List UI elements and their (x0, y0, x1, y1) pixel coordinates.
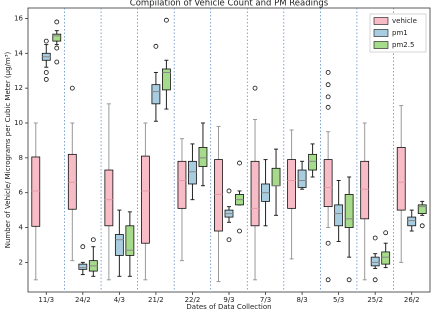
box (151, 84, 161, 105)
x-tick-label: 4/3 (114, 296, 125, 304)
chart-title: Compilation of Vehicle Count and PM Read… (130, 0, 329, 9)
x-tick-label: 9/3 (223, 296, 234, 304)
legend-label: pm2.5 (392, 41, 414, 49)
flier (237, 160, 242, 166)
box (297, 169, 307, 188)
box (162, 68, 171, 91)
x-tick-label: 21/2 (148, 296, 164, 304)
box (407, 216, 417, 227)
flier (69, 85, 75, 91)
x-tick-label: 24/2 (75, 296, 91, 304)
box (188, 160, 197, 185)
flier (419, 223, 425, 229)
flier (226, 237, 232, 243)
flier (346, 277, 352, 283)
flier (80, 244, 86, 250)
flier (43, 77, 49, 82)
flier (54, 19, 60, 25)
box (177, 160, 187, 209)
y-tick-label: 16 (14, 14, 23, 22)
flier (325, 82, 331, 88)
flier (43, 38, 49, 44)
x-tick-label: 26/2 (404, 296, 420, 304)
box (417, 204, 427, 214)
flier (54, 45, 60, 51)
y-axis-label: Number of Vehicle/ Micrograms per Cubic … (4, 51, 12, 248)
box (308, 153, 317, 171)
box (78, 263, 88, 270)
box (52, 33, 62, 42)
legend-swatch (373, 41, 389, 49)
box (334, 204, 344, 227)
box (125, 225, 135, 256)
flier (325, 94, 331, 100)
flier (383, 230, 389, 236)
box (396, 146, 406, 211)
legend-swatch (373, 29, 389, 37)
y-tick-label: 12 (14, 84, 23, 92)
flier (237, 228, 242, 234)
box (214, 159, 223, 232)
x-tick-label: 25/2 (367, 296, 383, 304)
box (287, 159, 296, 209)
y-tick-label: 6 (19, 189, 24, 197)
box (250, 160, 260, 227)
box (344, 194, 354, 228)
box (323, 159, 333, 208)
y-tick-label: 14 (14, 49, 23, 57)
flier (226, 188, 232, 194)
box (198, 146, 208, 167)
legend-swatch (373, 17, 389, 25)
box (381, 251, 391, 265)
flier (153, 43, 159, 49)
legend-label: pm1 (392, 29, 408, 37)
box (31, 156, 41, 227)
flier (90, 237, 96, 243)
x-tick-label: 11/3 (38, 296, 54, 304)
legend-label: vehicle (392, 17, 417, 25)
box (114, 234, 124, 256)
x-tick-label: 22/2 (185, 296, 201, 304)
flier (43, 70, 49, 75)
x-axis-label: Dates of Data Collection (186, 303, 271, 311)
x-tick-label: 7/3 (260, 296, 271, 304)
box (271, 167, 281, 187)
flier (54, 59, 60, 65)
y-tick-label: 8 (19, 154, 23, 162)
flier (164, 17, 169, 23)
flier (325, 104, 331, 110)
y-tick-label: 4 (19, 224, 24, 232)
flier (325, 70, 331, 75)
flier (372, 235, 378, 241)
box (360, 160, 370, 220)
x-tick-label: 5/3 (333, 296, 344, 304)
flier (325, 240, 331, 246)
box (370, 256, 380, 267)
flier (325, 277, 331, 283)
box (104, 169, 114, 227)
x-tick-label: 8/3 (296, 296, 307, 304)
y-tick-label: 10 (14, 119, 23, 127)
y-tick-label: 2 (19, 258, 23, 266)
flier (372, 277, 378, 283)
flier (252, 85, 258, 91)
box (141, 155, 150, 244)
